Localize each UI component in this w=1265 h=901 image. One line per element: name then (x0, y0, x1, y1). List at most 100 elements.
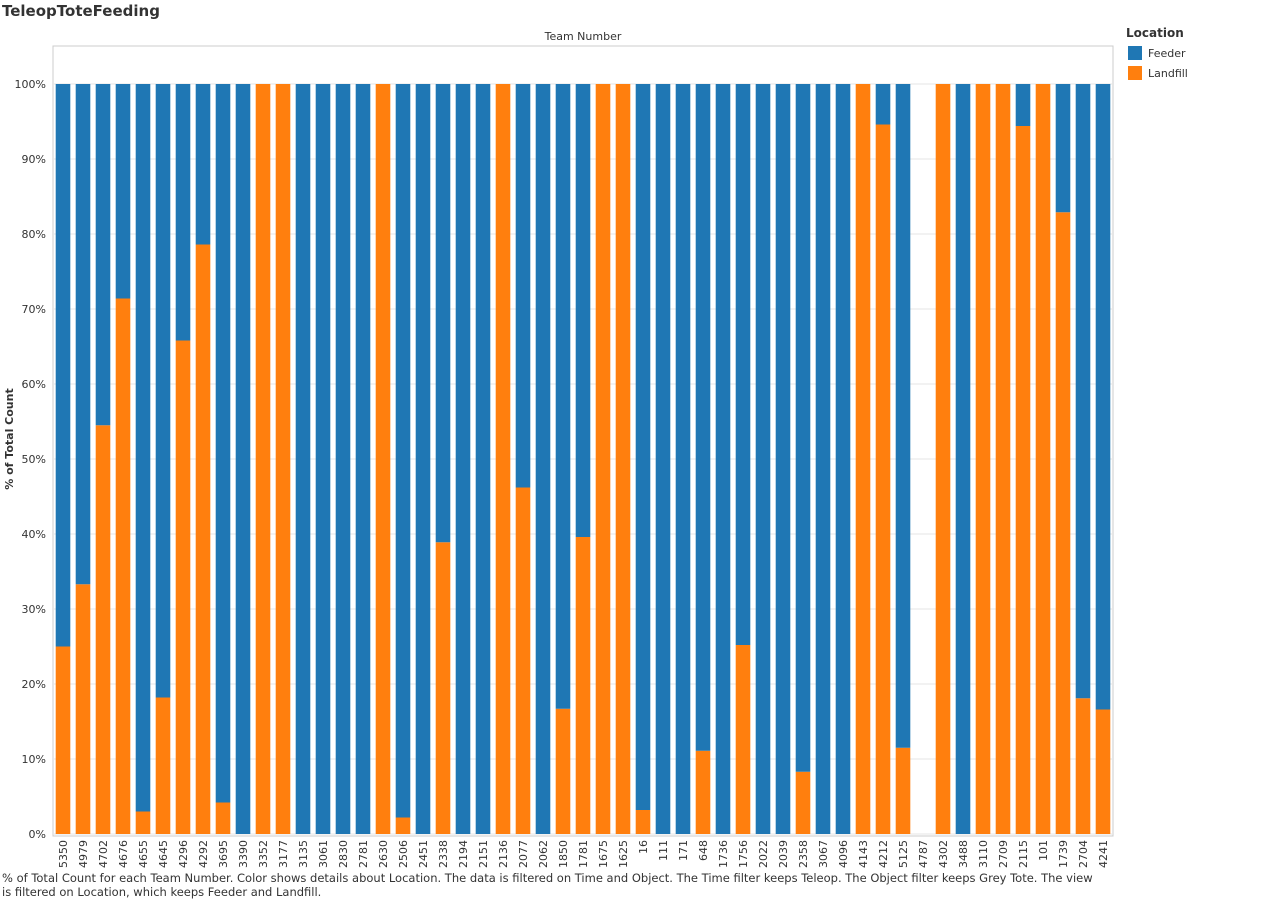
bar-feeder-648 (695, 84, 711, 751)
chart-caption: % of Total Count for each Team Number. C… (2, 871, 1093, 899)
x-tick-label: 4655 (137, 840, 150, 868)
x-tick-label: 3135 (297, 840, 310, 868)
bar-feeder-111 (655, 84, 671, 834)
bar-feeder-3135 (295, 84, 311, 834)
x-tick-label: 111 (657, 840, 670, 861)
bar-feeder-4241 (1095, 84, 1111, 710)
x-tick-label: 4702 (97, 840, 110, 868)
chart-title: TeleopToteFeeding (2, 2, 160, 20)
x-tick-label: 2136 (497, 840, 510, 868)
bar-feeder-4676 (115, 84, 131, 299)
x-tick-label: 1850 (557, 840, 570, 868)
x-tick-label: 1675 (597, 840, 610, 868)
legend-swatch-landfill (1128, 66, 1142, 80)
y-tick-label: 0% (29, 828, 46, 841)
bar-feeder-2077 (515, 84, 531, 488)
bar-feeder-1781 (575, 84, 591, 537)
bar-landfill-1625 (615, 84, 631, 834)
bar-landfill-4212 (875, 124, 891, 834)
x-tick-label: 2151 (477, 840, 490, 868)
bar-feeder-4702 (95, 84, 111, 426)
y-tick-label: 50% (22, 453, 46, 466)
x-tick-label: 2077 (517, 840, 530, 868)
x-tick-label: 4676 (117, 840, 130, 868)
x-tick-label: 4241 (1097, 840, 1110, 868)
bar-landfill-1739 (1055, 212, 1071, 834)
x-tick-label: 2062 (537, 840, 550, 868)
x-tick-label: 16 (637, 840, 650, 854)
bar-feeder-2358 (795, 84, 811, 772)
x-tick-label: 2451 (417, 840, 430, 868)
x-tick-label: 1736 (717, 840, 730, 868)
bar-landfill-4296 (175, 340, 191, 834)
bar-feeder-2338 (435, 84, 451, 543)
x-tick-label: 2115 (1017, 840, 1030, 868)
bar-feeder-3390 (235, 84, 251, 834)
x-tick-label: 2338 (437, 840, 450, 868)
x-tick-label: 4302 (937, 840, 950, 868)
bar-feeder-3067 (815, 84, 831, 834)
y-axis-ticks: 0% 10% 20% 30% 40% 50% 60% 70% 80% 90% 100% (15, 78, 46, 841)
x-tick-label: 3067 (817, 840, 830, 868)
x-tick-label: 2630 (377, 840, 390, 868)
y-tick-label: 20% (22, 678, 46, 691)
x-tick-label: 4645 (157, 840, 170, 868)
legend-item-feeder[interactable]: Feeder (1124, 43, 1188, 63)
bar-feeder-5125 (895, 84, 911, 748)
x-axis-ticks: 5350 4979 4702 4676 4655 4645 4296 4292 3695 3390… (57, 840, 1110, 868)
bar-landfill-4655 (135, 811, 151, 834)
bar-feeder-3488 (955, 84, 971, 834)
bar-feeder-4292 (195, 84, 211, 245)
bar-landfill-3695 (215, 802, 231, 834)
bar-landfill-2630 (375, 84, 391, 834)
x-tick-label: 3352 (257, 840, 270, 868)
legend-title: Location (1126, 26, 1184, 40)
bar-landfill-2136 (495, 84, 511, 834)
x-tick-label: 3695 (217, 840, 230, 868)
bar-feeder-4212 (875, 84, 891, 125)
bar-feeder-171 (675, 84, 691, 834)
bar-feeder-1736 (715, 84, 731, 834)
bar-feeder-2062 (535, 84, 551, 834)
bar-feeder-1756 (735, 84, 751, 645)
bar-feeder-16 (635, 84, 651, 810)
bar-landfill-2077 (515, 487, 531, 834)
bar-feeder-3695 (215, 84, 231, 803)
bar-feeder-5350 (55, 84, 71, 647)
x-tick-label: 3110 (977, 840, 990, 868)
bar-landfill-3110 (975, 84, 991, 834)
x-tick-label: 5125 (897, 840, 910, 868)
x-axis-title: Team Number (544, 30, 622, 43)
y-tick-label: 80% (22, 228, 46, 241)
bar-feeder-1850 (555, 84, 571, 709)
x-tick-label: 3390 (237, 840, 250, 868)
x-tick-label: 101 (1037, 840, 1050, 861)
x-tick-label: 2830 (337, 840, 350, 868)
bar-feeder-4979 (75, 84, 91, 585)
bar-feeder-1739 (1055, 84, 1071, 213)
stacked-bar-chart: 0% 10% 20% 30% 40% 50% 60% 70% 80% 90% 100% 5350 49… (3, 30, 1114, 868)
x-tick-label: 2506 (397, 840, 410, 868)
legend-label-feeder: Feeder (1148, 46, 1186, 60)
y-tick-label: 40% (22, 528, 46, 541)
legend-swatch-feeder (1128, 46, 1142, 60)
bar-feeder-2151 (475, 84, 491, 834)
plot-border (52, 45, 1114, 837)
x-tick-label: 2358 (797, 840, 810, 868)
x-tick-label: 4296 (177, 840, 190, 868)
bar-landfill-4979 (75, 584, 91, 834)
x-tick-label: 1781 (577, 840, 590, 868)
x-tick-label: 3061 (317, 840, 330, 868)
bar-landfill-3352 (255, 84, 271, 834)
y-tick-label: 90% (22, 153, 46, 166)
bar-landfill-2338 (435, 542, 451, 834)
x-tick-label: 2709 (997, 840, 1010, 868)
bar-feeder-3061 (315, 84, 331, 834)
bar-landfill-1781 (575, 537, 591, 834)
x-tick-label: 1739 (1057, 840, 1070, 868)
legend-item-landfill[interactable]: Landfill (1124, 63, 1188, 83)
x-tick-label: 4143 (857, 840, 870, 868)
bar-landfill-4676 (115, 298, 131, 834)
y-tick-label: 70% (22, 303, 46, 316)
bar-landfill-5125 (895, 747, 911, 834)
